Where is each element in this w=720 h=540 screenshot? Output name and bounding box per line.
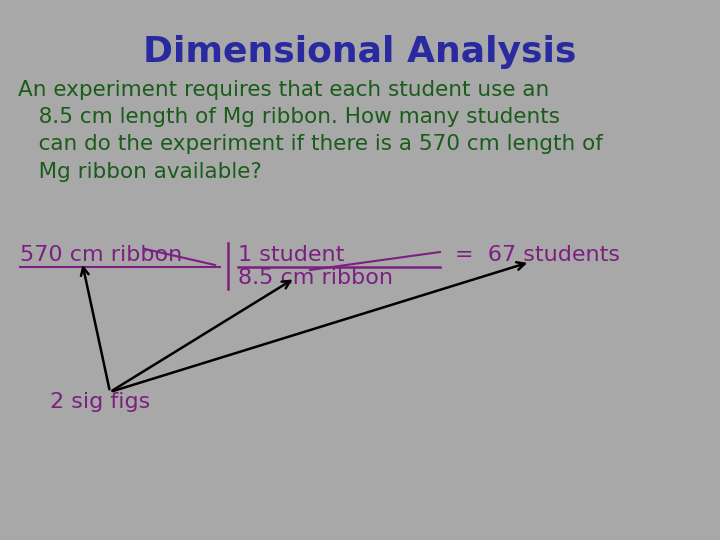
Text: 2 sig figs: 2 sig figs (50, 392, 150, 412)
Text: 570 cm ribbon: 570 cm ribbon (20, 245, 182, 265)
Text: 8.5 cm ribbon: 8.5 cm ribbon (238, 268, 393, 288)
Text: An experiment requires that each student use an
   8.5 cm length of Mg ribbon. H: An experiment requires that each student… (18, 80, 603, 181)
Text: 1 student: 1 student (238, 245, 344, 265)
Text: Dimensional Analysis: Dimensional Analysis (143, 35, 577, 69)
Text: =  67 students: = 67 students (455, 245, 620, 265)
